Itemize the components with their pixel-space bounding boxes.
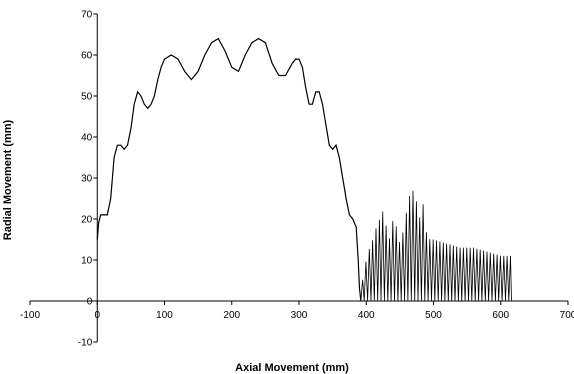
y-tick-label: -10 bbox=[78, 338, 93, 349]
x-tick-label: 500 bbox=[425, 310, 442, 321]
x-tick-label: 600 bbox=[492, 310, 509, 321]
y-tick-label: 0 bbox=[87, 297, 93, 308]
series-envelope-line bbox=[96, 37, 362, 302]
y-tick-label: 70 bbox=[81, 10, 93, 21]
x-tick-label: 300 bbox=[291, 310, 308, 321]
x-axis-title: Axial Movement (mm) bbox=[235, 362, 349, 374]
series-oscillation-line bbox=[360, 190, 512, 302]
y-tick-label: 30 bbox=[81, 174, 93, 185]
y-tick-label: 20 bbox=[81, 215, 93, 226]
x-tick-label: 400 bbox=[358, 310, 375, 321]
x-tick-label: 200 bbox=[223, 310, 240, 321]
x-tick-label: -100 bbox=[20, 310, 40, 321]
y-axis-title: Radial Movement (mm) bbox=[2, 119, 14, 240]
x-tick-label: 100 bbox=[156, 310, 173, 321]
axes bbox=[29, 13, 569, 343]
y-tick-label: 50 bbox=[81, 92, 93, 103]
y-tick-label: 10 bbox=[81, 256, 93, 267]
y-tick-label: 40 bbox=[81, 133, 93, 144]
y-tick-label: 60 bbox=[81, 51, 93, 62]
x-tick-label: 0 bbox=[94, 310, 100, 321]
plot-area bbox=[96, 37, 512, 302]
x-tick-label: 700 bbox=[560, 310, 574, 321]
